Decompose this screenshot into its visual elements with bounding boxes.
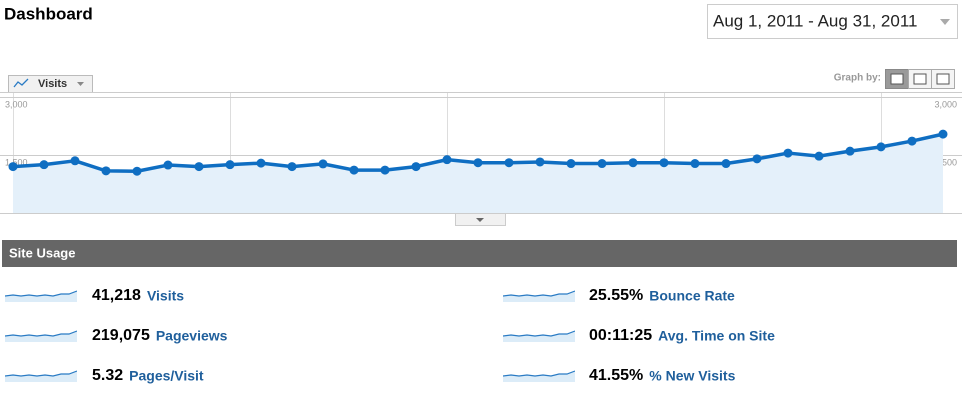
point <box>8 162 18 172</box>
sparkline <box>503 330 575 342</box>
metric-value: 5.32 <box>92 367 123 384</box>
point <box>876 142 886 152</box>
handle-arrow <box>476 218 484 222</box>
metric-label[interactable]: Visits <box>147 288 184 304</box>
y-tick-label-right: 1,500 <box>934 157 957 167</box>
metric-label[interactable]: Pages/Visit <box>129 368 204 384</box>
area-fill <box>13 134 943 213</box>
metric-tab[interactable]: Visits <box>8 75 93 93</box>
point <box>659 158 669 168</box>
dropdown-arrow[interactable] <box>940 19 950 25</box>
point <box>473 158 483 168</box>
point <box>101 166 111 176</box>
tab-icon <box>13 78 29 88</box>
y-tick-label: 3,000 <box>5 99 28 109</box>
point <box>163 160 173 170</box>
point <box>597 159 607 169</box>
y-tick-label: 1,500 <box>5 157 28 167</box>
point <box>721 159 731 169</box>
point <box>442 155 452 165</box>
sparkline <box>5 330 77 342</box>
chart: Aug 1Aug 8Aug 15Aug 22Aug 291,5001,5003,… <box>0 92 962 214</box>
graph-by-label: Graph by: <box>834 73 881 84</box>
metric-value: 25.55% <box>589 287 643 304</box>
point <box>752 154 762 164</box>
point <box>39 160 49 170</box>
sparkline <box>503 290 575 302</box>
page-title: Dashboard <box>4 4 93 23</box>
metrics: 41,218 Visits 219,075 Pageviews 5.32 Pages/Vi… <box>5 287 775 384</box>
point <box>504 158 514 168</box>
metric-label[interactable]: Avg. Time on Site <box>658 328 775 344</box>
site-usage-title: Site Usage <box>9 245 75 260</box>
point <box>411 162 421 172</box>
sparkline <box>5 370 77 382</box>
point <box>256 158 266 168</box>
graph-by-buttons <box>885 69 955 89</box>
point <box>845 146 855 156</box>
point <box>690 159 700 169</box>
point <box>194 162 204 172</box>
icon <box>936 73 950 85</box>
point <box>380 165 390 175</box>
point <box>566 159 576 169</box>
metric-value: 41.55% <box>589 367 643 384</box>
icon <box>890 73 904 85</box>
date-range[interactable]: Aug 1, 2011 - Aug 31, 2011 <box>713 11 917 30</box>
metric-label[interactable]: Pageviews <box>156 328 228 344</box>
tab-label[interactable]: Visits <box>38 78 67 90</box>
point <box>783 148 793 158</box>
date-range-box[interactable] <box>707 4 958 39</box>
tab-arrow[interactable] <box>77 82 84 86</box>
point <box>318 159 328 169</box>
point <box>907 136 917 146</box>
point <box>349 165 359 175</box>
metric-value: 41,218 <box>92 287 141 304</box>
tab-box[interactable] <box>8 75 93 93</box>
point <box>70 156 80 166</box>
site-usage-bar <box>2 240 957 267</box>
point <box>628 158 638 168</box>
sparkline <box>5 290 77 302</box>
point <box>225 160 235 170</box>
point <box>535 157 545 167</box>
metric-label[interactable]: Bounce Rate <box>649 288 735 304</box>
point <box>132 166 142 176</box>
y-tick-label-right: 3,000 <box>934 99 957 109</box>
sparkline <box>503 370 575 382</box>
metric-value: 00:11:25 <box>589 327 652 344</box>
metric-label[interactable]: % New Visits <box>649 368 735 384</box>
metric-value: 219,075 <box>92 327 150 344</box>
point <box>938 129 948 139</box>
date-range-picker[interactable]: Aug 1, 2011 - Aug 31, 2011 <box>707 4 958 39</box>
icon <box>913 73 927 85</box>
point <box>287 162 297 172</box>
point <box>814 151 824 161</box>
